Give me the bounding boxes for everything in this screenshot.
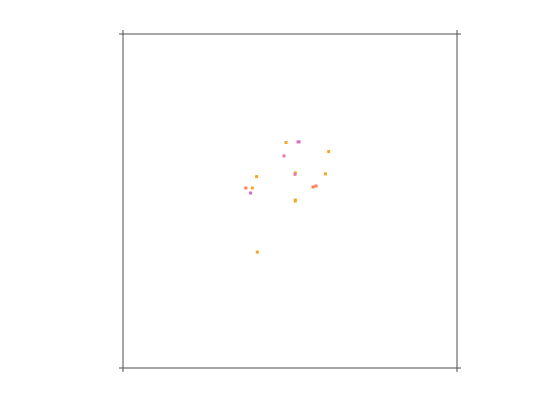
- data-point-s0-0: [284, 141, 288, 144]
- data-point-s0-2: [255, 175, 259, 179]
- data-point-s0-4: [323, 172, 327, 176]
- data-point-s2-2: [293, 172, 297, 176]
- data-point-s3-0: [297, 140, 301, 144]
- data-points: [244, 140, 331, 254]
- axes-frame: [119, 30, 461, 372]
- data-point-s1-1: [311, 185, 315, 189]
- data-point-s1-0: [244, 186, 248, 190]
- data-point-s2-1: [282, 154, 286, 158]
- data-point-s0-5: [250, 186, 254, 190]
- data-point-s0-1: [327, 150, 331, 154]
- data-point-s1-2: [314, 184, 318, 188]
- plot-border: [122, 33, 458, 369]
- data-point-s0-8: [255, 250, 259, 254]
- data-point-s3-1: [249, 191, 253, 195]
- data-point-s0-7: [293, 199, 297, 203]
